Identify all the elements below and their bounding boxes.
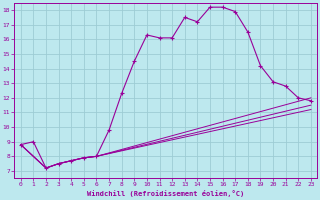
X-axis label: Windchill (Refroidissement éolien,°C): Windchill (Refroidissement éolien,°C) — [87, 190, 244, 197]
